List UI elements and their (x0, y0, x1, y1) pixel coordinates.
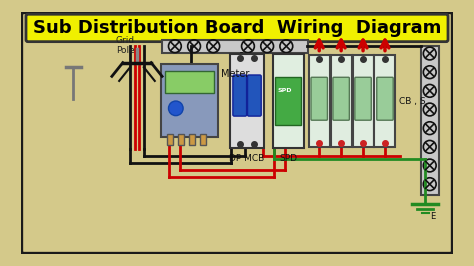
FancyBboxPatch shape (353, 55, 374, 147)
Bar (420, 46, 439, 195)
Text: CB , S: CB , S (399, 97, 425, 106)
FancyBboxPatch shape (333, 77, 349, 120)
FancyBboxPatch shape (331, 55, 352, 147)
Bar (162, 40, 308, 53)
FancyBboxPatch shape (377, 77, 393, 120)
Text: DP MCB: DP MCB (229, 154, 264, 163)
FancyBboxPatch shape (247, 75, 261, 116)
FancyBboxPatch shape (26, 14, 448, 42)
Text: Grid
Pole: Grid Pole (116, 36, 135, 55)
Bar (200, 134, 206, 145)
FancyBboxPatch shape (374, 55, 395, 147)
Text: E: E (430, 211, 435, 221)
FancyBboxPatch shape (165, 71, 214, 93)
FancyBboxPatch shape (230, 55, 264, 148)
Bar (189, 134, 195, 145)
FancyBboxPatch shape (311, 77, 328, 120)
Text: Meter: Meter (221, 69, 250, 79)
Bar (178, 134, 184, 145)
Circle shape (168, 101, 183, 116)
FancyBboxPatch shape (233, 75, 246, 116)
FancyBboxPatch shape (275, 77, 301, 125)
FancyBboxPatch shape (355, 77, 371, 120)
FancyBboxPatch shape (21, 13, 453, 253)
FancyBboxPatch shape (273, 55, 304, 148)
Text: SPD: SPD (277, 88, 292, 93)
Text: SPD: SPD (279, 154, 297, 163)
FancyBboxPatch shape (161, 64, 218, 137)
Bar (167, 134, 173, 145)
FancyBboxPatch shape (309, 55, 330, 147)
Text: Sub Distribution Board  Wiring  Diagram: Sub Distribution Board Wiring Diagram (33, 19, 441, 37)
